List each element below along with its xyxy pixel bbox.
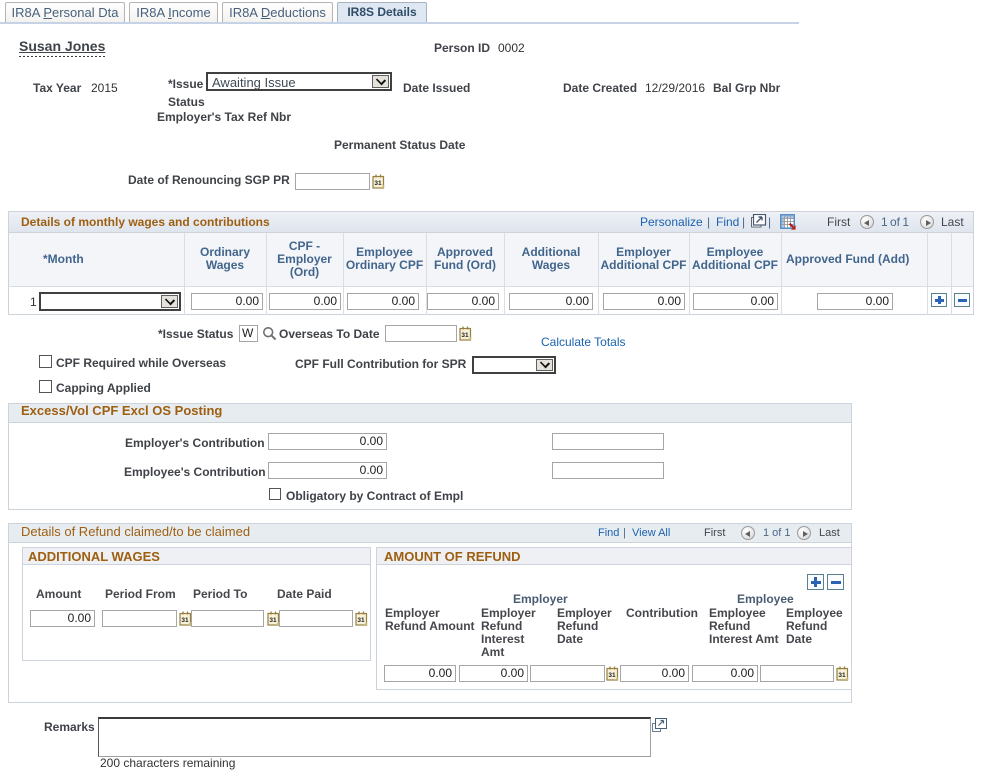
svg-text:31: 31 [357, 617, 365, 624]
svg-text:31: 31 [608, 672, 616, 679]
svg-text:31: 31 [461, 332, 469, 339]
svg-text:31: 31 [181, 617, 189, 624]
svg-text:31: 31 [269, 617, 277, 624]
svg-text:31: 31 [838, 672, 846, 679]
svg-text:31: 31 [374, 180, 382, 187]
